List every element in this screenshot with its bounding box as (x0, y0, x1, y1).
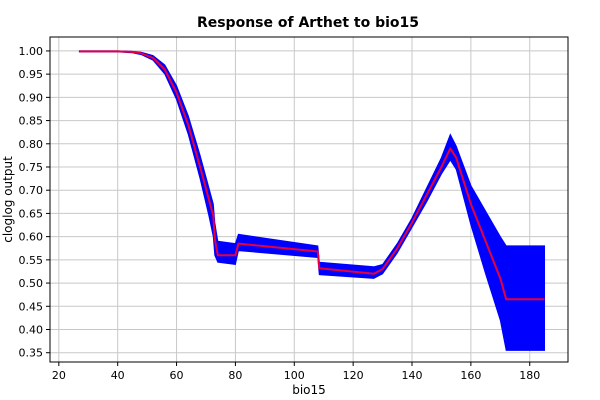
x-tick-label: 160 (460, 369, 481, 382)
y-tick-label: 0.45 (19, 300, 44, 313)
variability-band (78, 50, 545, 351)
y-tick-label: 1.00 (19, 45, 44, 58)
x-tick-label: 60 (170, 369, 184, 382)
y-tick-label: 0.85 (19, 115, 44, 128)
y-tick-label: 0.65 (19, 207, 44, 220)
y-tick-label: 0.50 (19, 277, 44, 290)
mean-response-line (79, 50, 545, 301)
x-axis-ticks: 20 40 60 80 100 120 140 160 180 (52, 362, 540, 382)
mean-line-layer (79, 50, 545, 301)
chart-title: Response of Arthet to bio15 (197, 15, 419, 31)
y-tick-label: 0.55 (19, 254, 44, 267)
x-tick-label: 40 (111, 369, 125, 382)
x-tick-label: 80 (228, 369, 242, 382)
y-tick-label: 0.70 (19, 184, 44, 197)
y-tick-label: 0.90 (19, 91, 44, 104)
x-axis-label: bio15 (292, 383, 326, 397)
y-tick-label: 0.60 (19, 231, 44, 244)
variability-band-layer (78, 50, 545, 351)
y-tick-label: 0.35 (19, 347, 44, 360)
y-axis-ticks: 0.35 0.40 0.45 0.50 0.55 0.60 0.65 0.70 0.75 0.80… (19, 45, 50, 360)
x-tick-label: 20 (52, 369, 66, 382)
y-tick-label: 0.75 (19, 161, 44, 174)
y-tick-label: 0.40 (19, 324, 44, 337)
x-tick-label: 120 (343, 369, 364, 382)
y-tick-label: 0.95 (19, 68, 44, 81)
x-tick-label: 140 (402, 369, 423, 382)
grid (50, 37, 568, 362)
x-tick-label: 180 (519, 369, 540, 382)
y-axis-label: cloglog output (1, 156, 15, 243)
plot-frame (49, 36, 569, 363)
y-tick-label: 0.80 (19, 138, 44, 151)
x-tick-label: 100 (284, 369, 305, 382)
